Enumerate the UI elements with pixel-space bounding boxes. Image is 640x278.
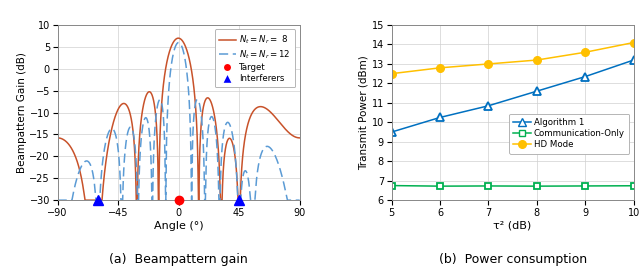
Text: (a)  Beampattern gain: (a) Beampattern gain xyxy=(109,253,248,266)
Legend: Algorithm 1, Communication-Only, HD Mode: Algorithm 1, Communication-Only, HD Mode xyxy=(509,114,629,153)
Y-axis label: Beampattern Gain (dB): Beampattern Gain (dB) xyxy=(17,52,26,173)
Legend: $N_t = N_r = \ 8$, $N_t = N_r = 12$, Target, Interferers: $N_t = N_r = \ 8$, $N_t = N_r = 12$, Tar… xyxy=(214,29,295,87)
X-axis label: Angle (°): Angle (°) xyxy=(154,220,204,230)
Y-axis label: Transmit Power (dBm): Transmit Power (dBm) xyxy=(359,55,369,170)
Text: (b)  Power consumption: (b) Power consumption xyxy=(438,253,587,266)
X-axis label: τ² (dB): τ² (dB) xyxy=(493,220,532,230)
